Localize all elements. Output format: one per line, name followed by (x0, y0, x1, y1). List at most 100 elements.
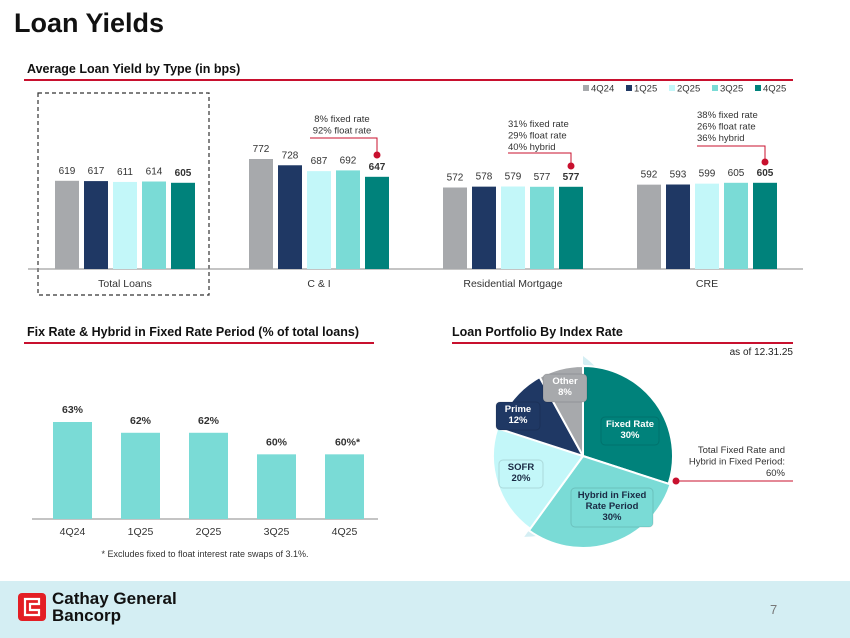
annotation-text: 31% fixed rate (508, 119, 569, 130)
pie-label: Prime (505, 404, 531, 415)
pie-label-box (542, 373, 588, 403)
data-label: 687 (311, 156, 328, 167)
data-label: 579 (505, 172, 522, 183)
bar-4q25 (753, 182, 777, 269)
page-number: 7 (770, 602, 778, 617)
annotation-text: 92% float rate (313, 126, 372, 137)
bar-2q25 (113, 181, 137, 269)
data-label: 63% (62, 404, 84, 416)
annotation-text: 26% float rate (697, 122, 756, 133)
company-name-line1: Cathay General (52, 589, 177, 608)
as-of-date: as of 12.31.25 (729, 347, 793, 358)
pie-value: 30% (620, 430, 640, 441)
data-label: 619 (59, 166, 76, 177)
bar-4q24 (55, 180, 79, 269)
bar-2q25 (695, 183, 719, 269)
pie-label: Other (552, 376, 578, 387)
data-label: 593 (670, 170, 687, 181)
bar-3q25 (530, 186, 554, 269)
legend-label: 1Q25 (634, 84, 657, 95)
callout-dot (672, 477, 680, 485)
bar-1q25 (472, 186, 496, 269)
pie-label: SOFR (508, 462, 535, 473)
bar-4q24 (249, 159, 273, 269)
category-label: CRE (696, 278, 718, 290)
legend-label: 2Q25 (677, 84, 700, 95)
data-label: 605 (757, 168, 774, 179)
annotation-text: 38% fixed rate (697, 110, 758, 121)
bar-3q25 (724, 182, 748, 269)
section-divider (24, 79, 793, 81)
data-label: 772 (253, 144, 270, 155)
bar (257, 454, 296, 519)
legend-label: 3Q25 (720, 84, 743, 95)
data-label: 578 (476, 172, 493, 183)
bar-1q25 (278, 165, 302, 269)
pie-label: Hybrid in Fixed (578, 490, 647, 501)
data-label: 611 (117, 167, 133, 178)
pie-value: 20% (511, 473, 531, 484)
bar-4q24 (637, 184, 661, 269)
pie-label: Rate Period (586, 501, 639, 512)
category-label: 2Q25 (196, 526, 222, 538)
legend-swatch (755, 85, 761, 91)
bar-4q25 (365, 176, 389, 269)
pie-value: 8% (558, 387, 572, 398)
data-label: 577 (563, 172, 580, 183)
data-label: 60% (266, 436, 288, 448)
footnote: * Excludes fixed to float interest rate … (101, 549, 308, 559)
bar (121, 432, 160, 519)
callout-text: Total Fixed Rate and (698, 445, 785, 456)
charts-canvas: 619 617 611 614 605 Total Loans 772 728 687 692 64… (28, 84, 803, 559)
callout-text: Hybrid in Fixed Period: (689, 457, 785, 468)
bar-4q25 (559, 186, 583, 269)
bar-3q25 (142, 181, 166, 269)
bar (189, 432, 228, 519)
yield-chart-title: Average Loan Yield by Type (in bps) (27, 62, 241, 76)
pie-value: 12% (508, 415, 528, 426)
pie-label: Fixed Rate (606, 419, 654, 430)
pie-label-box (600, 416, 660, 446)
annotation-leader-line (508, 152, 572, 166)
category-label: 4Q25 (332, 526, 358, 538)
pie-label-box (570, 487, 654, 528)
pie-label-box (495, 401, 541, 431)
bar-4q24 (443, 187, 467, 269)
data-label: 647 (369, 162, 386, 173)
annotation-leader-line (697, 145, 766, 162)
annotation-dot (567, 162, 575, 170)
fixed-rate-chart-title: Fix Rate & Hybrid in Fixed Rate Period (… (27, 325, 359, 339)
legend-swatch (712, 85, 718, 91)
category-label: Total Loans (98, 278, 152, 290)
category-label: Residential Mortgage (463, 278, 562, 290)
bar-2q25 (307, 171, 331, 269)
bar (325, 454, 364, 519)
legend-swatch (626, 85, 632, 91)
annotation-dot (373, 151, 381, 159)
data-label: 728 (282, 150, 299, 161)
cathay-logo-icon (18, 593, 46, 621)
category-label: 1Q25 (128, 526, 154, 538)
pie-chart-title: Loan Portfolio By Index Rate (452, 325, 623, 339)
data-label: 592 (641, 170, 658, 181)
data-label: 617 (88, 166, 105, 177)
legend-label: 4Q24 (591, 84, 614, 95)
data-label: 572 (447, 172, 464, 183)
data-label: 62% (130, 415, 152, 427)
legend-swatch (583, 85, 589, 91)
annotation-dot (761, 158, 769, 166)
data-label: 605 (175, 168, 192, 179)
data-label: 692 (340, 155, 357, 166)
footer-band (0, 581, 850, 638)
data-label: 577 (534, 172, 551, 183)
data-label: 60%* (335, 436, 361, 448)
bar-3q25 (336, 170, 360, 269)
category-label: 4Q24 (60, 526, 86, 538)
callout-text: 60% (766, 468, 786, 479)
bar (53, 422, 92, 519)
section-divider (24, 342, 374, 344)
company-logo-text: Cathay General Bancorp (52, 590, 177, 624)
data-label: 614 (146, 167, 163, 178)
annotation-text: 29% float rate (508, 131, 567, 142)
legend-label: 4Q25 (763, 84, 786, 95)
